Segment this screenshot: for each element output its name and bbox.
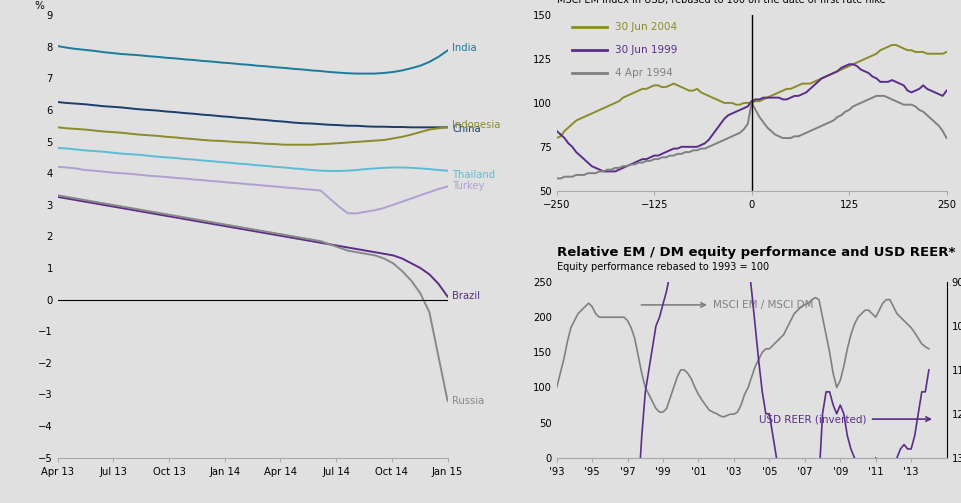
Text: Thailand: Thailand — [452, 171, 495, 181]
Text: 30 Jun 2004: 30 Jun 2004 — [615, 23, 678, 32]
Text: USD REER (inverted): USD REER (inverted) — [759, 414, 930, 424]
Text: Brazil: Brazil — [452, 291, 480, 301]
Text: %: % — [35, 1, 44, 11]
Text: Equity performance rebased to 1993 = 100: Equity performance rebased to 1993 = 100 — [556, 262, 769, 272]
Text: 4 Apr 1994: 4 Apr 1994 — [615, 68, 673, 78]
Text: Turkey: Turkey — [452, 182, 484, 192]
Text: China: China — [452, 124, 480, 134]
Text: Indonesia: Indonesia — [452, 120, 501, 130]
Text: 30 Jun 1999: 30 Jun 1999 — [615, 45, 678, 55]
Text: Relative EM / DM equity performance and USD REER*: Relative EM / DM equity performance and … — [556, 246, 955, 259]
Text: India: India — [452, 43, 477, 53]
Text: MSCI EM / MSCI DM: MSCI EM / MSCI DM — [641, 300, 813, 310]
Text: Russia: Russia — [452, 396, 484, 406]
Text: MSCI EM Index in USD, rebased to 100 on the date of first rate hike: MSCI EM Index in USD, rebased to 100 on … — [556, 0, 885, 5]
